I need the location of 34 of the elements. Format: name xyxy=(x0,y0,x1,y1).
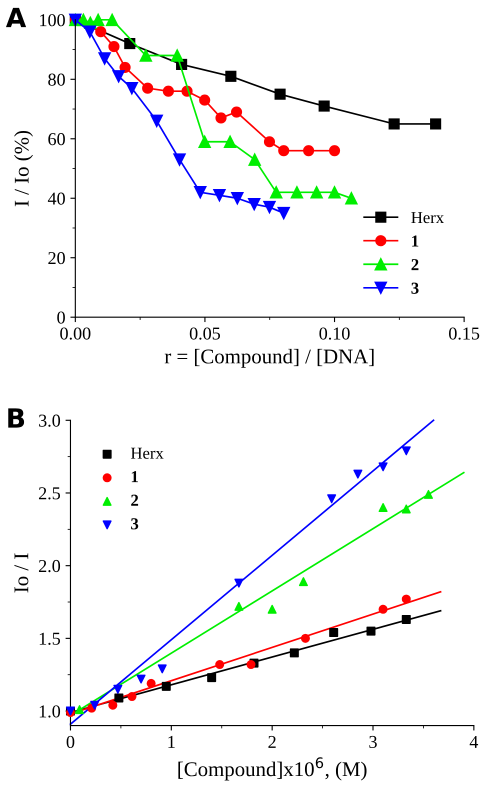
y-tick-label: 100 xyxy=(40,14,65,26)
legend-label: 2 xyxy=(131,494,138,506)
x-axis-title: r = [Compound] / [DNA] xyxy=(164,348,374,368)
chart-title: A xyxy=(6,8,26,28)
y-tick-label: 1.0 xyxy=(40,705,60,718)
legend-label: 2 xyxy=(412,259,418,270)
y-tick-label: 1.5 xyxy=(40,632,60,645)
legend-label: 1 xyxy=(132,471,138,482)
x-axis-title: [Compound]x10$^{6}$, (M) xyxy=(178,757,367,780)
legend-label: 1 xyxy=(412,236,418,247)
chart-title: B xyxy=(8,408,24,428)
y-tick-label: 3.0 xyxy=(39,414,60,427)
y-tick-label: 2.5 xyxy=(38,487,60,500)
y-tick-label: 2.0 xyxy=(38,560,60,572)
legend-label: Herx xyxy=(130,448,164,459)
x-tick-label: 0.00 xyxy=(60,327,90,340)
y-axis-title: I / Io (%) xyxy=(14,130,33,206)
y-tick-label: 20 xyxy=(48,252,65,264)
y-tick-label: 60 xyxy=(48,133,65,146)
y-tick-label: 80 xyxy=(48,74,65,86)
y-tick-label: 40 xyxy=(48,192,65,205)
x-tick-label: 0.15 xyxy=(449,327,480,340)
x-tick-label: 3 xyxy=(369,736,377,748)
legend-label: Herx xyxy=(411,212,444,224)
x-tick-label: 0 xyxy=(66,736,74,748)
x-tick-label: 1 xyxy=(168,736,175,748)
x-tick-label: 2 xyxy=(268,736,276,748)
x-tick-label: 0.10 xyxy=(319,327,350,340)
y-axis-title: Io / I xyxy=(14,553,28,592)
x-tick-label: 0.05 xyxy=(190,327,220,340)
y-tick-label: 0 xyxy=(57,311,65,324)
legend-label: 3 xyxy=(131,518,138,530)
legend-label: 3 xyxy=(411,282,419,294)
x-tick-label: 4 xyxy=(470,736,478,748)
